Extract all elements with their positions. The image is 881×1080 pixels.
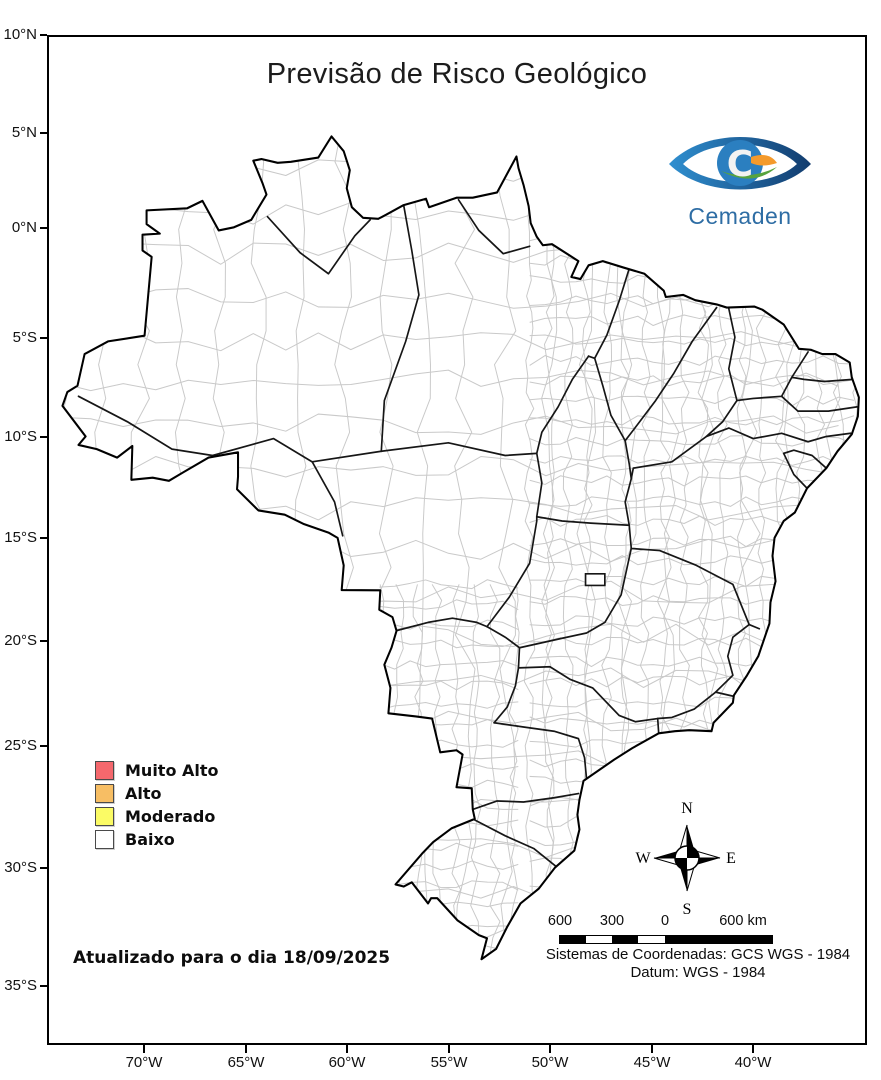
lat-tick <box>40 985 47 987</box>
lat-tick <box>40 745 47 747</box>
muito-alto-swatch <box>95 760 114 780</box>
lat-label: 30°S <box>4 859 37 876</box>
legend-label: Moderado <box>125 806 216 826</box>
lat-label: 5°N <box>11 124 37 141</box>
lat-label: 25°S <box>4 737 37 754</box>
legend-label: Baixo <box>125 829 175 849</box>
distrito-federal <box>584 572 606 587</box>
compass-s: S <box>683 901 692 918</box>
lat-tick <box>40 34 47 36</box>
lat-tick <box>40 337 47 339</box>
svg-text:C: C <box>727 144 753 185</box>
legend-label: Alto <box>125 783 162 803</box>
lon-label: 45°W <box>633 1054 671 1071</box>
compass-rose-icon: N E S W <box>635 800 736 918</box>
page-title: Previsão de Risco Geológico <box>266 58 648 90</box>
risk-legend: Muito Alto Alto Moderado Baixo <box>95 760 219 852</box>
legend-label: Muito Alto <box>125 760 219 780</box>
lat-tick <box>40 132 47 134</box>
lat-label: 10°N <box>3 26 37 43</box>
lon-tick <box>549 1045 551 1053</box>
lon-tick <box>143 1045 145 1053</box>
cemaden-eye-icon: C <box>669 137 811 190</box>
cemaden-wordmark: Cemaden <box>688 203 792 229</box>
scale-bar-graphic <box>559 935 773 944</box>
legend-item-baixo: Baixo <box>95 829 219 849</box>
scale-label: 0 <box>660 913 670 929</box>
lon-label: 70°W <box>125 1054 163 1071</box>
updated-date-text: Atualizado para o dia 18/09/2025 <box>73 948 391 968</box>
scale-bar: 600 300 0 600 km <box>548 913 795 945</box>
legend-item-muito-alto: Muito Alto <box>95 760 219 780</box>
lat-tick <box>40 640 47 642</box>
lat-tick <box>40 227 47 229</box>
lat-tick <box>40 436 47 438</box>
lon-tick <box>752 1045 754 1053</box>
lat-label: 0°N <box>11 219 37 236</box>
scale-label: 600 km <box>719 913 767 929</box>
moderado-swatch <box>95 806 114 826</box>
lat-label: 10°S <box>4 428 37 445</box>
compass-w: W <box>635 850 651 867</box>
legend-item-moderado: Moderado <box>95 806 219 826</box>
crs-line1: Sistemas de Coordenadas: GCS WGS - 1984 <box>545 946 851 963</box>
lon-label: 40°W <box>734 1054 772 1071</box>
alto-swatch <box>95 783 114 803</box>
lat-label: 15°S <box>4 529 37 546</box>
cemaden-logo: C Cemaden <box>660 126 820 230</box>
baixo-swatch <box>95 829 114 849</box>
lon-label: 55°W <box>430 1054 468 1071</box>
scale-label: 600 <box>547 913 573 929</box>
crs-line2: Datum: WGS - 1984 <box>630 964 766 981</box>
coordinate-system-note: Sistemas de Coordenadas: GCS WGS - 1984 … <box>517 946 879 982</box>
lon-tick <box>346 1045 348 1053</box>
lon-label: 60°W <box>328 1054 366 1071</box>
state-boundaries <box>77 198 858 868</box>
lat-tick <box>40 867 47 869</box>
brazil-map[interactable] <box>47 35 867 1045</box>
scale-label: 300 <box>599 913 625 929</box>
lon-tick <box>448 1045 450 1053</box>
lat-tick <box>40 537 47 539</box>
legend-item-alto: Alto <box>95 783 219 803</box>
compass-e: E <box>726 850 736 867</box>
lon-label: 65°W <box>227 1054 265 1071</box>
lat-label: 35°S <box>4 977 37 994</box>
lat-label: 20°S <box>4 632 37 649</box>
lon-label: 50°W <box>531 1054 569 1071</box>
lon-tick <box>245 1045 247 1053</box>
lat-label: 5°S <box>12 329 37 346</box>
lon-tick <box>651 1045 653 1053</box>
compass-n: N <box>681 800 693 817</box>
